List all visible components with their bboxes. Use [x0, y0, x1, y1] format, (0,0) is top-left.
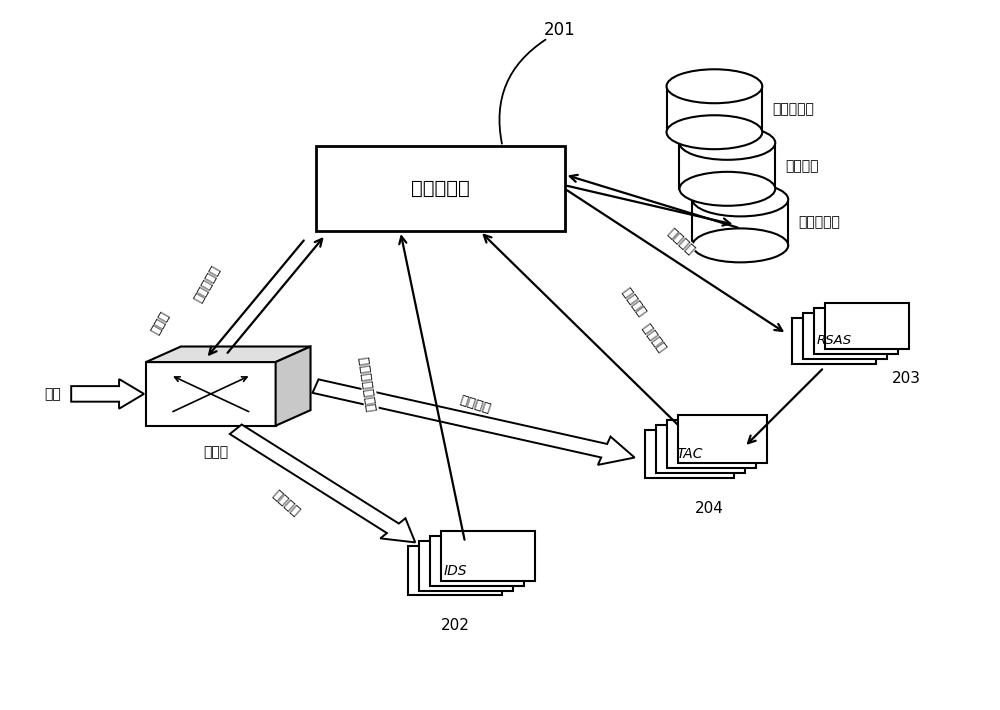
- Text: 全局数据库: 全局数据库: [772, 102, 814, 116]
- Text: 202: 202: [441, 618, 470, 633]
- Polygon shape: [430, 536, 524, 586]
- Ellipse shape: [667, 70, 762, 103]
- Polygon shape: [230, 425, 415, 542]
- Text: TAC: TAC: [676, 447, 703, 461]
- Text: 数据: 数据: [44, 387, 61, 401]
- Polygon shape: [656, 425, 745, 473]
- Ellipse shape: [667, 115, 762, 149]
- Text: 交换机: 交换机: [203, 445, 228, 459]
- Text: 异常数据: 异常数据: [269, 488, 302, 519]
- Text: 可疑数据: 可疑数据: [458, 393, 492, 415]
- Text: 可疑数据包信息: 可疑数据包信息: [357, 354, 378, 412]
- Polygon shape: [441, 531, 535, 581]
- Text: 流量报告: 流量报告: [620, 284, 649, 317]
- Text: 流统计信息: 流统计信息: [192, 263, 223, 305]
- Text: 203: 203: [892, 371, 921, 386]
- Ellipse shape: [692, 229, 788, 263]
- Text: 201: 201: [544, 21, 576, 38]
- Ellipse shape: [680, 126, 775, 160]
- Polygon shape: [678, 415, 767, 463]
- Polygon shape: [419, 541, 513, 591]
- Text: 检测规则: 检测规则: [640, 319, 669, 353]
- Text: 204: 204: [695, 501, 724, 515]
- Text: 流命令: 流命令: [149, 310, 173, 337]
- FancyBboxPatch shape: [667, 86, 762, 132]
- Text: 安全控制器: 安全控制器: [411, 180, 470, 198]
- Polygon shape: [645, 430, 734, 478]
- Polygon shape: [146, 362, 276, 426]
- Polygon shape: [667, 420, 756, 468]
- Text: 检测任务: 检测任务: [665, 226, 697, 257]
- Text: 流数据库: 流数据库: [785, 159, 819, 173]
- Polygon shape: [814, 308, 898, 354]
- Ellipse shape: [680, 172, 775, 206]
- Polygon shape: [146, 346, 311, 362]
- Polygon shape: [825, 303, 909, 349]
- Text: 信誉数据库: 信誉数据库: [798, 215, 840, 229]
- FancyBboxPatch shape: [679, 143, 775, 189]
- Polygon shape: [408, 546, 502, 596]
- Ellipse shape: [692, 182, 788, 217]
- Polygon shape: [803, 313, 887, 359]
- Polygon shape: [313, 379, 635, 465]
- Text: RSAS: RSAS: [817, 334, 852, 347]
- FancyBboxPatch shape: [692, 200, 788, 246]
- Text: IDS: IDS: [443, 564, 467, 578]
- Polygon shape: [71, 379, 144, 409]
- Polygon shape: [276, 346, 311, 426]
- Polygon shape: [792, 318, 876, 364]
- FancyBboxPatch shape: [316, 146, 565, 231]
